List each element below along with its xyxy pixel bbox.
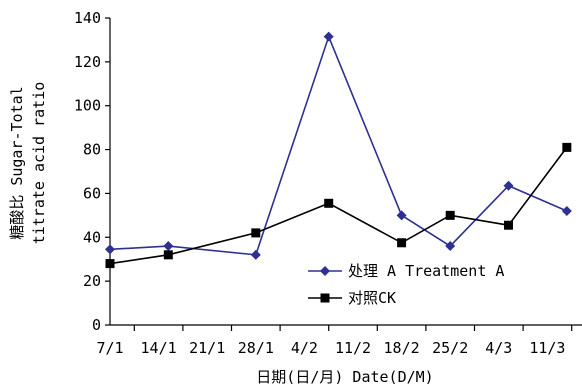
y-tick-label: 120 [74, 53, 101, 71]
data-point-square [504, 220, 514, 230]
x-axis-ticks: 7/1 14/1 21/1 28/1 4/2 11/2 18/2 25/2 4/3 11/3 [96, 325, 573, 357]
series-line-2 [109, 146, 568, 265]
data-point-diamond [396, 210, 407, 221]
data-point-diamond [561, 205, 572, 216]
data-point-square [445, 210, 455, 220]
legend: 处理 A Treatment A 对照CK [308, 262, 504, 307]
y-tick-label: 40 [83, 228, 101, 246]
axes [109, 18, 582, 326]
x-tick-label: 4/3 [485, 339, 512, 357]
y-axis-title-line1: 糖酸比 Sugar-Total [8, 86, 26, 239]
legend-label-2: 对照CK [348, 289, 396, 307]
legend-marker-diamond [320, 266, 330, 276]
y-tick-label: 140 [74, 9, 101, 27]
y-tick-label: 20 [83, 272, 101, 290]
x-tick-label: 21/1 [189, 339, 225, 357]
series-line-1 [109, 34, 568, 256]
data-point-diamond [323, 31, 334, 42]
series-layer [105, 31, 572, 269]
x-tick-label: 28/1 [238, 339, 274, 357]
x-tick-label: 7/1 [96, 339, 123, 357]
y-tick-label: 80 [83, 141, 101, 159]
x-axis-title: 日期(日/月) Date(D/M) [256, 368, 433, 386]
data-point-square [251, 228, 261, 238]
y-axis-ticks: 0 20 40 60 80 100 120 140 [74, 9, 110, 334]
x-tick-label: 18/2 [384, 339, 420, 357]
data-point-diamond [250, 249, 261, 260]
x-tick-label: 25/2 [432, 339, 468, 357]
x-tick-label: 4/2 [291, 339, 318, 357]
legend-marker-square [320, 293, 330, 303]
data-point-square [397, 238, 407, 248]
y-tick-label: 0 [92, 316, 101, 334]
y-axis-title-line2: titrate acid ratio [30, 82, 48, 245]
legend-label-1: 处理 A Treatment A [348, 262, 504, 280]
data-point-diamond [163, 241, 174, 252]
data-point-diamond [445, 241, 456, 252]
x-tick-label: 11/2 [335, 339, 371, 357]
data-point-square [105, 259, 115, 269]
y-tick-label: 100 [74, 97, 101, 115]
x-tick-label: 14/1 [141, 339, 177, 357]
data-point-diamond [105, 244, 115, 255]
x-tick-label: 11/3 [529, 339, 565, 357]
y-tick-label: 60 [83, 184, 101, 202]
data-point-square [324, 198, 334, 208]
data-point-square [562, 142, 572, 152]
data-point-square [163, 250, 173, 260]
data-point-diamond [503, 180, 514, 191]
